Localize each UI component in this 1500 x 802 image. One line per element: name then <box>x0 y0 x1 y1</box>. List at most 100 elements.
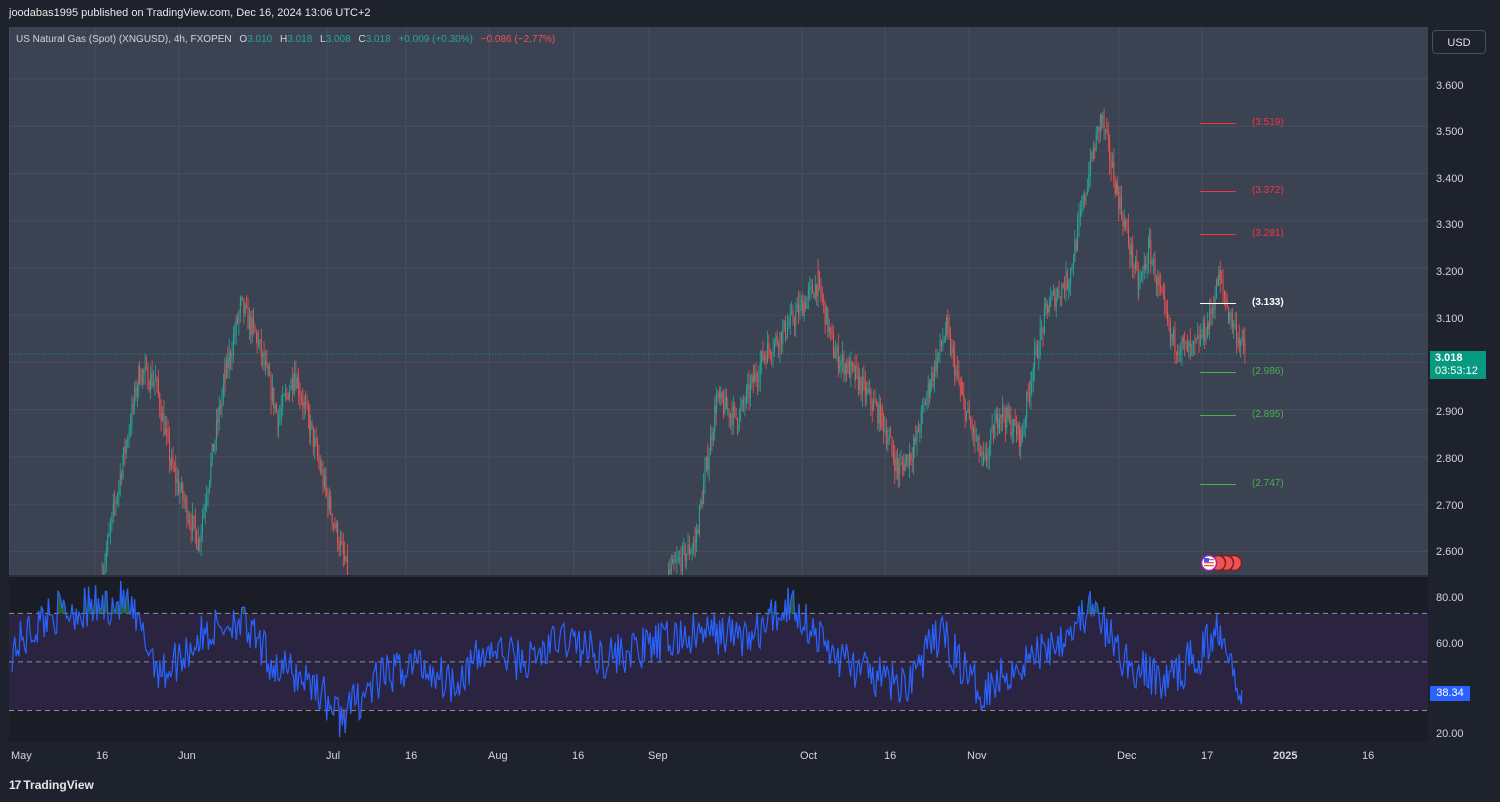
candle-body <box>228 352 230 368</box>
candle-body <box>1126 226 1128 228</box>
low-label: L <box>320 34 326 45</box>
level-label: (3.372) <box>1252 185 1284 196</box>
candle-body <box>1225 297 1227 305</box>
candle-body <box>1188 341 1190 353</box>
candle-body <box>780 332 782 345</box>
currency-button[interactable]: USD <box>1432 30 1486 54</box>
candle-body <box>880 402 882 428</box>
candle-body <box>1154 259 1156 281</box>
candle-body <box>310 421 312 435</box>
candle-body <box>1180 352 1182 354</box>
level-label: (2.747) <box>1252 478 1284 489</box>
candle-body <box>206 498 208 506</box>
candle-body <box>1030 382 1032 397</box>
candle-body <box>848 360 850 378</box>
candle-body <box>1058 289 1060 297</box>
candle-body <box>135 387 137 397</box>
candle-body <box>307 405 309 417</box>
panel-separator[interactable] <box>9 575 1500 577</box>
candle-body <box>674 561 676 563</box>
candle-body <box>792 310 794 322</box>
candle-body <box>900 462 902 465</box>
candle-body <box>1182 337 1184 342</box>
candle-body <box>866 388 868 397</box>
tradingview-logo-icon: 17 <box>9 778 21 792</box>
candle-body <box>1175 351 1177 353</box>
candle-body <box>234 334 236 337</box>
candle-body <box>123 447 125 460</box>
candle-body <box>346 556 348 575</box>
price-chart-panel[interactable] <box>9 27 1428 575</box>
candle-body <box>1027 392 1029 394</box>
candle-body <box>1014 419 1016 427</box>
level-line-red[interactable] <box>1200 123 1236 124</box>
level-line-green[interactable] <box>1200 484 1236 485</box>
candle-body <box>984 452 986 458</box>
level-line-green[interactable] <box>1200 372 1236 373</box>
candle-body <box>248 315 250 330</box>
rsi-value-badge: 38.34 <box>1430 686 1470 701</box>
candle-body <box>180 483 182 491</box>
candle-body <box>1202 322 1204 338</box>
economic-events-flags[interactable] <box>1197 554 1243 572</box>
candle-body <box>776 335 778 344</box>
time-axis[interactable] <box>9 742 1428 768</box>
candle-body <box>200 530 202 542</box>
candle-body <box>1244 340 1246 352</box>
level-line-green[interactable] <box>1200 415 1236 416</box>
candle-body <box>923 403 925 406</box>
candle-body <box>108 531 110 537</box>
candle-body <box>1099 116 1101 133</box>
candle-body <box>132 403 134 405</box>
candle-body <box>885 430 887 444</box>
candle-body <box>828 327 830 332</box>
tradingview-footer[interactable]: 17 TradingView <box>9 778 94 792</box>
candle-body <box>213 444 215 452</box>
candle-body <box>1116 183 1118 192</box>
candle-body <box>321 469 323 472</box>
candle-body <box>853 365 855 367</box>
candle-body <box>150 372 152 390</box>
candle-body <box>964 399 966 421</box>
candle-body <box>168 437 170 462</box>
candle-body <box>193 515 195 519</box>
candle-body <box>705 457 707 470</box>
candle-body <box>1170 334 1172 337</box>
candle-body <box>1071 267 1073 269</box>
candle-body <box>907 454 909 467</box>
candle-body <box>128 431 130 440</box>
candle-body <box>974 427 976 441</box>
y-tick: 3.100 <box>1436 313 1464 325</box>
candle-body <box>878 402 880 424</box>
candle-body <box>1168 321 1170 323</box>
candle-body <box>235 318 237 335</box>
candle-body <box>842 354 844 361</box>
candle-body <box>1174 329 1176 352</box>
candle-body <box>1129 244 1131 256</box>
candle-body <box>1228 307 1230 320</box>
candle-body <box>1094 147 1096 152</box>
candle-body <box>906 454 908 461</box>
rsi-panel[interactable] <box>9 577 1428 742</box>
level-line-white[interactable] <box>1200 303 1236 304</box>
candle-body <box>257 340 259 345</box>
candle-body <box>262 352 264 357</box>
candle-body <box>244 304 246 314</box>
candle-body <box>807 290 809 298</box>
level-line-red[interactable] <box>1200 191 1236 192</box>
candle-body <box>771 355 773 357</box>
candle-body <box>1109 138 1111 161</box>
candle-body <box>1155 280 1157 286</box>
candle-body <box>772 351 774 357</box>
candle-body <box>799 303 801 315</box>
price-axis[interactable] <box>1428 27 1500 742</box>
candle-body <box>1191 344 1193 346</box>
candle-body <box>1171 334 1173 340</box>
y-tick: 3.500 <box>1436 126 1464 138</box>
candle-body <box>1191 345 1193 347</box>
level-line-red[interactable] <box>1200 234 1236 235</box>
candle-body <box>785 321 787 338</box>
candle-body <box>1098 126 1100 133</box>
candle-body <box>1219 269 1221 280</box>
candle-body <box>737 428 739 430</box>
